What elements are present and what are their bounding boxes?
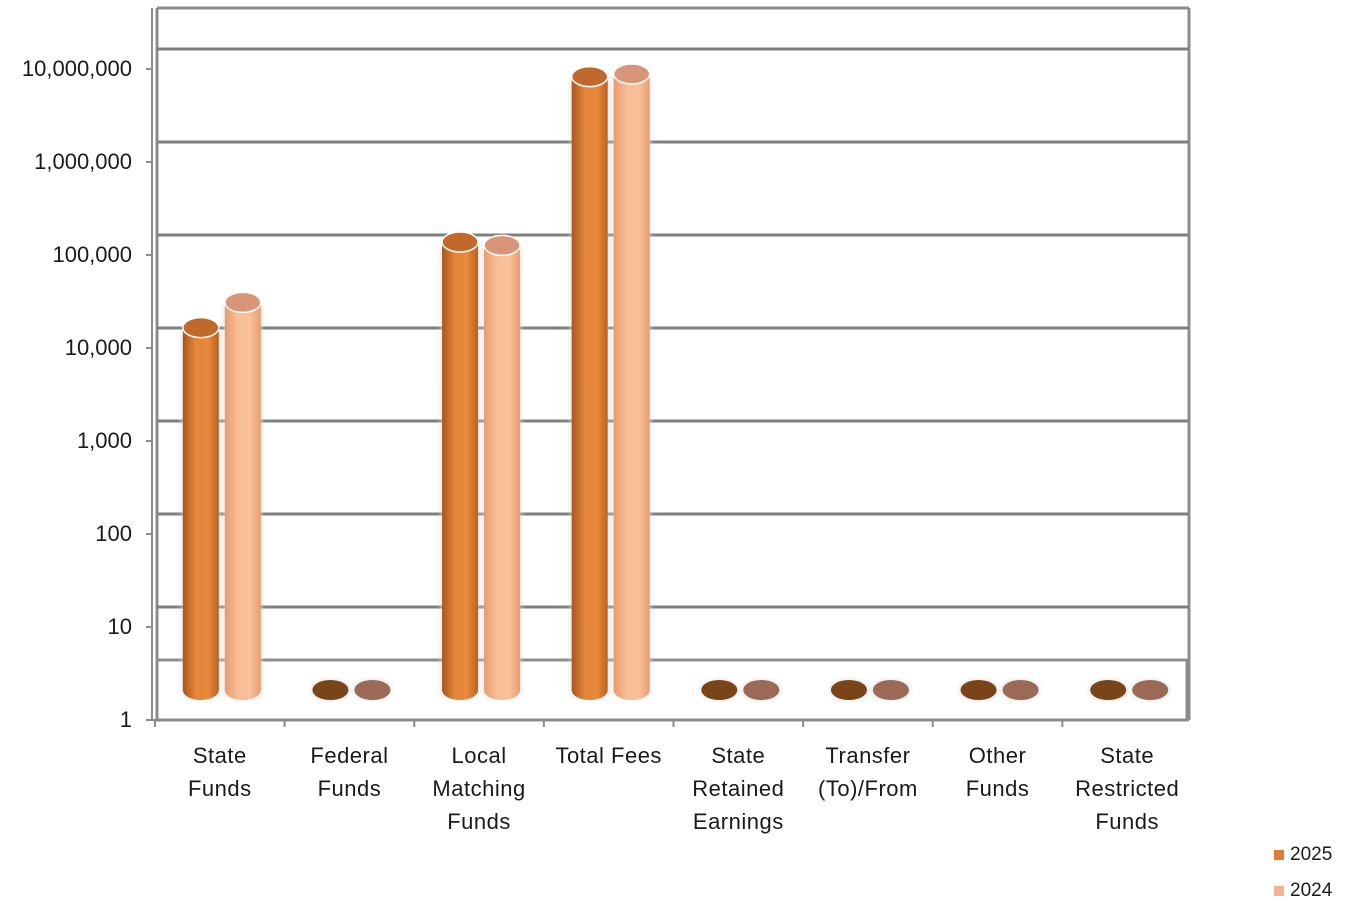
y-tick-label: 1 xyxy=(120,707,132,732)
legend-label-2025: 2025 xyxy=(1290,844,1333,865)
x-tick-labels: State Funds Federal Funds Local Matching Funds… xyxy=(154,720,1179,834)
bar-2025 xyxy=(440,231,481,700)
y-tick-label: 1,000,000 xyxy=(34,149,132,174)
gridlines xyxy=(157,47,1189,609)
y-tick-label: 100,000 xyxy=(52,242,132,267)
x-tick-label: Local Matching Funds xyxy=(432,743,525,834)
bar-2025 xyxy=(310,679,351,701)
x-tick-label: Other Funds xyxy=(966,743,1030,801)
x-tick-label: Transfer (To)/From xyxy=(818,743,918,801)
y-tick-label: 10 xyxy=(108,614,132,639)
legend-item-2025: 2025 xyxy=(1274,844,1332,866)
legend-swatch-2025 xyxy=(1274,850,1284,860)
x-tick-label: State Restricted Funds xyxy=(1075,743,1179,834)
y-tick-label: 10,000,000 xyxy=(22,56,132,81)
bar-2024 xyxy=(1130,679,1171,701)
bar-2025 xyxy=(958,679,999,701)
legend: 2025 2024 xyxy=(1274,844,1332,916)
bar-2024 xyxy=(870,679,911,701)
y-tick-label: 100 xyxy=(95,521,132,546)
y-tick-label: 1,000 xyxy=(77,428,132,453)
bar-2024 xyxy=(741,679,782,701)
bar-2024 xyxy=(611,63,652,700)
bar-2025 xyxy=(180,316,221,700)
legend-swatch-2024 xyxy=(1274,886,1284,896)
bar-2024 xyxy=(222,291,263,700)
bar-2025 xyxy=(828,679,869,701)
bar-2025 xyxy=(699,679,740,701)
plot-frame xyxy=(155,6,1191,720)
x-tick-label: Federal Funds xyxy=(310,743,388,801)
bar-2025 xyxy=(569,65,610,700)
bar-2024 xyxy=(1000,679,1041,701)
bar-2024 xyxy=(352,679,393,701)
x-tick-label: Total Fees xyxy=(555,743,662,768)
y-tick-labels: 1 10 100 1,000 10,000 100,000 1,000,000 10,000,… xyxy=(22,56,152,732)
bar-2024 xyxy=(482,234,523,700)
bar-2025 xyxy=(1088,679,1129,701)
y-tick-label: 10,000 xyxy=(65,335,132,360)
legend-label-2024: 2024 xyxy=(1290,880,1333,901)
x-tick-label: State Retained Earnings xyxy=(692,743,784,834)
legend-item-2024: 2024 xyxy=(1274,880,1332,902)
bars xyxy=(180,63,1171,701)
x-tick-label: State Funds xyxy=(188,743,252,801)
